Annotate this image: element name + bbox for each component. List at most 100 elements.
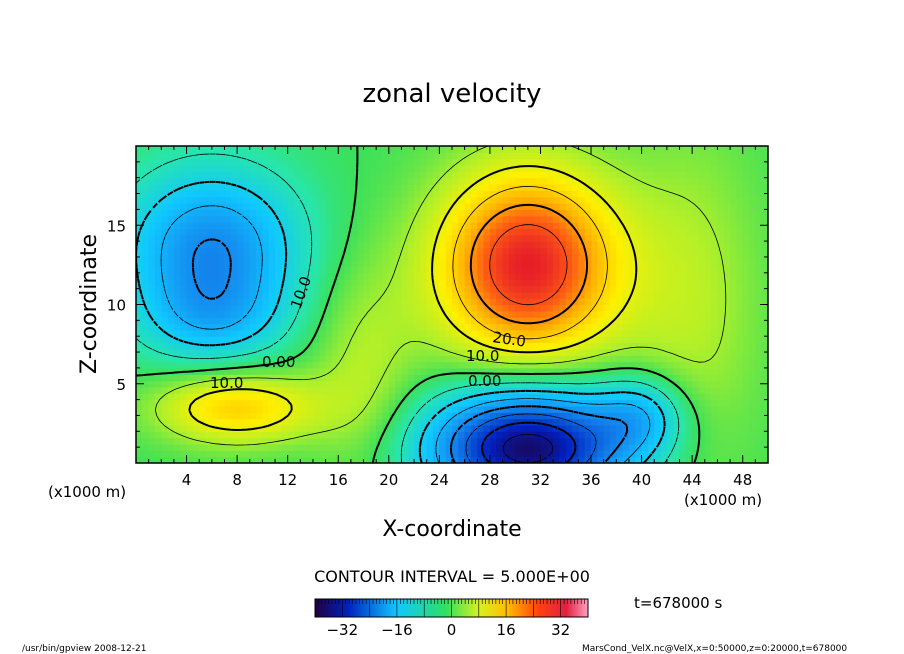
heat-cell <box>458 158 466 166</box>
heat-cell <box>597 266 605 274</box>
heat-cell <box>660 272 668 280</box>
heat-cell <box>679 418 687 426</box>
heat-cell <box>641 177 649 185</box>
heat-cell <box>211 323 219 331</box>
heat-cell <box>641 190 649 198</box>
heat-cell <box>553 323 561 331</box>
heat-cell <box>610 222 617 230</box>
heat-cell <box>628 298 636 306</box>
heat-cell <box>666 424 674 432</box>
heat-cell <box>426 348 434 356</box>
heat-cell <box>439 253 447 261</box>
heat-cell <box>572 266 579 274</box>
heat-cell <box>578 177 586 185</box>
heat-cell <box>306 443 314 451</box>
heat-cell <box>426 146 434 153</box>
heat-cell <box>546 342 554 350</box>
heat-cell <box>230 241 238 249</box>
heat-cell <box>142 247 150 255</box>
heat-cell <box>281 209 289 217</box>
heat-cell <box>723 361 731 369</box>
heat-cell <box>578 171 586 179</box>
heat-cell <box>256 380 263 388</box>
heat-cell <box>452 260 459 268</box>
heat-cell <box>502 203 510 210</box>
heat-cell <box>628 361 636 369</box>
heat-cell <box>654 329 662 337</box>
heat-cell <box>350 298 358 306</box>
heat-cell <box>692 184 700 191</box>
heat-cell <box>192 298 200 306</box>
heat-cell <box>312 437 320 445</box>
heat-cell <box>161 291 169 299</box>
heat-cell <box>464 336 472 344</box>
heat-cell <box>591 399 598 407</box>
heat-cell <box>173 234 181 242</box>
heat-cell <box>186 418 194 426</box>
heat-cell <box>761 304 768 312</box>
heat-cell <box>489 323 497 331</box>
heat-cell <box>692 323 700 331</box>
heat-cell <box>647 386 655 394</box>
heat-cell <box>660 380 668 388</box>
heat-cell <box>603 355 611 363</box>
heat-cell <box>679 367 687 375</box>
heat-cell <box>395 456 403 463</box>
heat-cell <box>647 298 655 306</box>
heat-cell <box>452 405 459 413</box>
heat-cell <box>382 412 390 420</box>
heat-cell <box>249 399 257 407</box>
heat-cell <box>660 228 668 236</box>
heat-cell <box>489 203 497 210</box>
heat-cell <box>281 374 289 382</box>
heat-cell <box>401 399 409 407</box>
heat-cell <box>224 253 232 261</box>
heat-cell <box>553 361 561 369</box>
heat-cell <box>610 437 617 445</box>
heat-cell <box>749 146 756 153</box>
heat-cell <box>281 348 289 356</box>
heat-cell <box>483 279 491 287</box>
heat-cell <box>395 412 403 420</box>
heat-cell <box>515 228 523 236</box>
heat-cell <box>673 298 681 306</box>
heat-cell <box>439 209 447 217</box>
heat-cell <box>344 215 352 223</box>
heat-cell <box>420 260 428 268</box>
heat-cell <box>306 323 314 331</box>
heat-cell <box>357 437 365 445</box>
heat-cell <box>565 184 573 191</box>
heat-cell <box>363 367 371 375</box>
heat-cell <box>173 437 181 445</box>
heat-cell <box>755 456 763 463</box>
heat-cell <box>300 253 308 261</box>
heat-cell <box>319 355 327 363</box>
heat-cell <box>256 310 263 318</box>
heat-cell <box>546 285 554 293</box>
heat-cell <box>142 291 150 299</box>
heat-cell <box>749 437 756 445</box>
heat-cell <box>414 247 421 255</box>
heat-cell <box>319 165 327 172</box>
heat-cell <box>515 152 523 160</box>
heat-cell <box>249 272 257 280</box>
heat-cell <box>199 241 207 249</box>
heat-cell <box>426 405 434 413</box>
heat-cell <box>679 336 687 344</box>
heat-cell <box>439 361 447 369</box>
heat-cell <box>622 171 630 179</box>
heat-cell <box>458 386 466 394</box>
heat-cell <box>186 203 194 210</box>
heat-cell <box>173 222 181 230</box>
heat-cell <box>192 171 200 179</box>
heat-cell <box>521 310 529 318</box>
heat-cell <box>256 241 263 249</box>
heat-cell <box>312 177 320 185</box>
heat-cell <box>268 424 276 432</box>
heat-cell <box>546 405 554 413</box>
heat-cell <box>742 171 750 179</box>
heat-cell <box>173 310 181 318</box>
heat-cell <box>584 253 592 261</box>
heat-cell <box>319 323 327 331</box>
heat-cell <box>458 456 466 463</box>
